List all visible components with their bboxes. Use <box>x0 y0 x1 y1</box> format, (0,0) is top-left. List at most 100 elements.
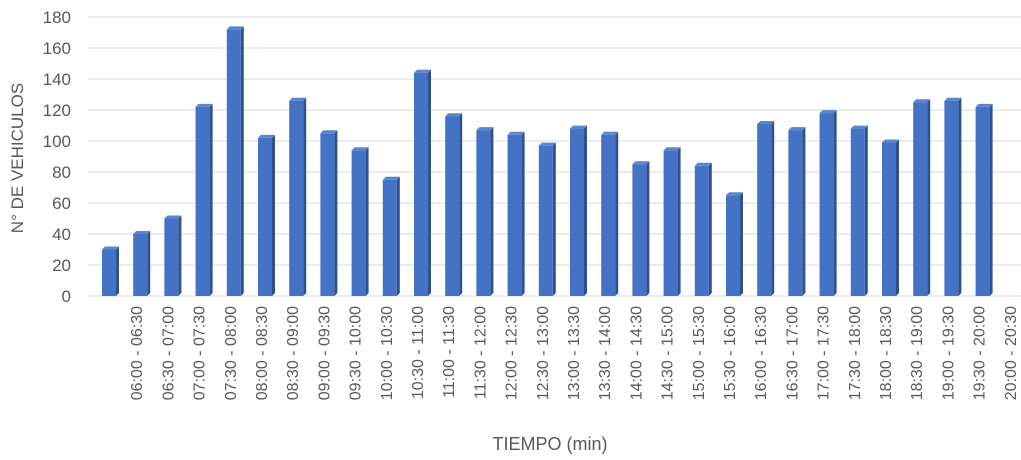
x-tick-label: 19:30 - 20:00 <box>972 306 989 400</box>
bar <box>289 97 307 296</box>
bar-top-face <box>663 147 681 151</box>
x-tick-label: 19:00 - 19:30 <box>940 306 957 400</box>
bar <box>164 215 182 296</box>
bar-side-face <box>740 192 743 296</box>
y-tick-label: 120 <box>43 101 71 120</box>
bar <box>663 147 681 296</box>
bar-front-face <box>414 72 428 296</box>
y-axis-title: N° DE VEHICULOS <box>8 83 27 233</box>
bar-top-face <box>601 131 619 135</box>
x-tick-label: 15:00 - 15:30 <box>691 306 708 400</box>
x-tick-label: 14:00 - 14:30 <box>628 306 645 400</box>
bar <box>570 125 587 296</box>
bar-side-face <box>677 147 681 296</box>
bar-side-face <box>802 127 806 297</box>
x-tick-label: 15:30 - 16:00 <box>722 306 739 400</box>
x-tick-label: 08:00 - 08:30 <box>254 306 271 400</box>
bar-top-face <box>133 231 151 234</box>
bar-top-face <box>351 147 369 151</box>
bar <box>226 26 244 297</box>
bars <box>102 26 993 297</box>
x-tick-label: 18:30 - 19:00 <box>909 306 926 400</box>
x-tick-label: 10:30 - 11:00 <box>410 306 427 399</box>
bar-front-face <box>164 218 179 296</box>
bar-top-face <box>882 139 899 143</box>
x-tick-label: 06:00 - 06:30 <box>129 306 146 400</box>
bar-front-face <box>788 130 803 296</box>
bar <box>726 192 743 296</box>
bar-top-face <box>164 215 182 219</box>
bar-side-face <box>303 97 307 296</box>
bar-front-face <box>944 100 959 296</box>
bar-side-face <box>584 125 587 296</box>
bar-top-face <box>632 161 650 165</box>
bar <box>382 176 400 296</box>
bar <box>538 142 556 296</box>
bar-front-face <box>258 137 272 296</box>
x-tick-label: 07:00 - 07:30 <box>192 306 209 400</box>
bar-front-face <box>757 123 772 296</box>
x-axis-title: TIEMPO (min) <box>493 434 608 454</box>
bar-side-face <box>178 215 182 296</box>
x-tick-label: 13:30 - 14:00 <box>597 306 614 400</box>
bar-side-face <box>209 103 213 297</box>
x-tick-label: 11:30 - 12:00 <box>472 306 489 399</box>
bar-side-face <box>116 246 119 296</box>
y-tick-label: 20 <box>52 256 71 275</box>
y-tick-label: 60 <box>52 194 71 213</box>
bar-front-face <box>507 134 522 296</box>
bar-top-face <box>195 103 213 107</box>
bar <box>258 134 275 296</box>
bar-top-face <box>289 97 307 101</box>
x-tick-label: 09:00 - 09:30 <box>316 306 333 400</box>
bar-side-face <box>240 26 244 297</box>
bar-side-face <box>708 162 712 296</box>
bar-front-face <box>726 195 740 296</box>
bar <box>195 103 213 297</box>
x-tick-label: 13:00 - 13:30 <box>566 306 583 400</box>
y-tick-label: 180 <box>43 8 71 27</box>
bar <box>507 131 525 296</box>
bar-top-face <box>102 246 119 250</box>
bar-side-face <box>147 231 151 296</box>
bar-top-face <box>382 176 400 180</box>
y-axis-ticks: 0 20 40 60 80 100 120 140 160 180 <box>43 8 71 306</box>
x-tick-label: 08:30 - 09:00 <box>285 306 302 400</box>
bar-front-face <box>351 150 366 296</box>
bar-top-face <box>226 26 244 30</box>
bar-top-face <box>694 162 712 166</box>
bar <box>632 161 650 296</box>
bar <box>601 131 619 296</box>
bar <box>757 120 775 296</box>
bar <box>694 162 712 296</box>
y-tick-label: 40 <box>52 225 71 244</box>
x-tick-label: 20:00 - 20:30 <box>1003 306 1020 400</box>
bar-front-face <box>632 164 647 296</box>
bar-side-face <box>272 134 275 296</box>
bar-top-face <box>320 130 338 134</box>
bar-side-face <box>490 127 494 297</box>
bar-top-face <box>913 99 931 103</box>
bar <box>913 99 931 296</box>
y-tick-label: 160 <box>43 39 71 58</box>
bar-side-face <box>521 131 525 296</box>
bar-top-face <box>944 97 962 101</box>
x-tick-label: 17:30 - 18:00 <box>847 306 864 400</box>
bar-top-face <box>975 103 993 107</box>
bar-side-face <box>896 139 899 296</box>
x-tick-label: 12:30 - 13:00 <box>535 306 552 400</box>
bar-front-face <box>445 116 460 296</box>
x-tick-label: 12:00 - 12:30 <box>504 306 521 400</box>
bar-top-face <box>414 69 431 73</box>
bar-top-face <box>570 125 587 129</box>
bar-top-face <box>538 142 556 146</box>
bar-side-face <box>428 69 431 296</box>
bar-front-face <box>850 128 865 296</box>
bar-side-face <box>958 97 962 296</box>
bar-side-face <box>459 113 463 296</box>
x-axis-ticks: 06:00 - 06:30 06:30 - 07:00 07:00 - 07:30 0… <box>129 306 1020 400</box>
bar-top-face <box>788 127 806 131</box>
x-tick-label: 09:30 - 10:00 <box>348 306 365 400</box>
